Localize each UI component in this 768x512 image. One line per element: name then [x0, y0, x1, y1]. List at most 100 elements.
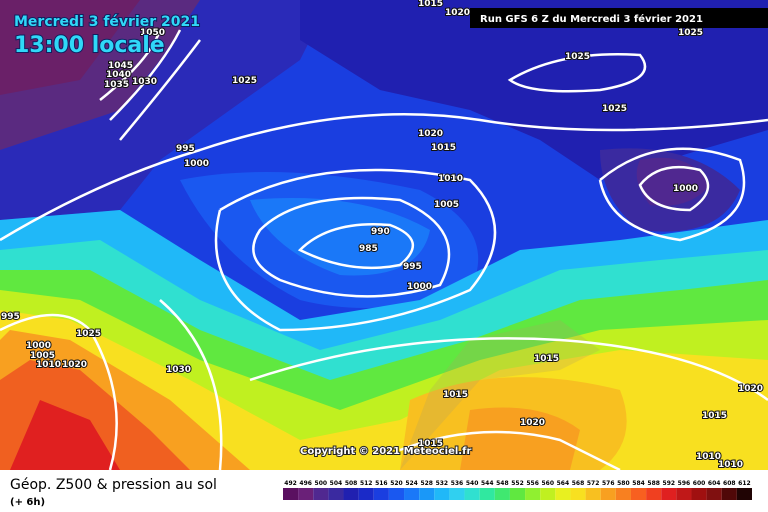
legend-title: Géop. Z500 & pression au sol: [10, 477, 217, 493]
isobar-label: 985: [359, 244, 378, 254]
scale-swatch: [358, 488, 374, 500]
scale-label: 520: [390, 480, 403, 487]
isobar-label: 1030: [132, 77, 157, 87]
scale-swatch: [570, 488, 586, 500]
scale-swatch: [615, 488, 631, 500]
scale-label: 572: [587, 480, 600, 487]
isobar-label: 1015: [702, 411, 727, 421]
scale-label: 576: [602, 480, 615, 487]
scale-label: 508: [345, 480, 358, 487]
scale-label: 500: [315, 480, 328, 487]
isobar-label: 1045: [108, 61, 133, 71]
isobar-label: 1015: [418, 439, 443, 449]
isobar-label: 1040: [106, 70, 131, 80]
isobar-label: 1015: [418, 0, 443, 9]
scale-label: 496: [299, 480, 312, 487]
isobar-label: 1000: [407, 282, 432, 292]
scale-swatch: [479, 488, 495, 500]
scale-swatch: [706, 488, 722, 500]
scale-label: 548: [496, 480, 509, 487]
scale-swatch: [661, 488, 677, 500]
scale-swatch: [525, 488, 541, 500]
isobar-label: 1005: [30, 351, 55, 361]
scale-swatch: [298, 488, 314, 500]
scale-label: 536: [451, 480, 464, 487]
isobar-label: 1005: [434, 200, 459, 210]
scale-label: 600: [693, 480, 706, 487]
isobar-label: 1010: [36, 360, 61, 370]
scale-swatch: [494, 488, 510, 500]
scale-swatch: [721, 488, 737, 500]
scale-swatch: [630, 488, 647, 500]
scale-swatch: [585, 488, 601, 500]
scale-label: 560: [541, 480, 554, 487]
scale-swatch: [555, 488, 571, 500]
isobar-label: 1000: [26, 341, 51, 351]
scale-label: 492: [284, 480, 297, 487]
isobar-label: 1015: [534, 354, 559, 364]
scale-swatch: [509, 488, 526, 500]
scale-swatch: [691, 488, 707, 500]
scale-swatch: [388, 488, 405, 500]
run-label: Run GFS 6 Z du Mercredi 3 février 2021: [480, 13, 703, 25]
scale-swatch: [373, 488, 389, 500]
isobar-label: 1025: [678, 28, 703, 38]
date-title: Mercredi 3 février 2021: [14, 14, 200, 30]
isobar-label: 1020: [738, 384, 763, 394]
scale-swatch: [676, 488, 692, 500]
isobar-label: 1015: [443, 390, 468, 400]
scale-label: 524: [405, 480, 418, 487]
scale-swatch: [313, 488, 329, 500]
scale-swatch: [404, 488, 420, 500]
isobar-lines: [0, 29, 768, 472]
isobar-label: 990: [371, 227, 390, 237]
isobar-label: 1025: [232, 76, 257, 86]
copyright: Copyright © 2021 Meteociel.fr: [300, 446, 471, 457]
scale-swatch: [736, 488, 752, 500]
legend-lead: (+ 6h): [10, 497, 45, 508]
scale-label: 588: [647, 480, 660, 487]
isobar-label: 1020: [445, 8, 470, 18]
isobar-label: 1020: [62, 360, 87, 370]
isobar-label: 1030: [166, 365, 191, 375]
isobar-label: 1020: [520, 418, 545, 428]
scale-label: 592: [663, 480, 676, 487]
scale-label: 532: [436, 480, 449, 487]
scale-swatch: [283, 488, 299, 500]
isobar-label: 1025: [565, 52, 590, 62]
scale-label: 608: [723, 480, 736, 487]
isobar-label: 1020: [418, 129, 443, 139]
color-scale: 492 496 500 504 508 512 516 520 524 528 532 536 540 5…: [283, 480, 752, 500]
isobar-label: 1000: [184, 159, 209, 169]
scale-swatch: [434, 488, 450, 500]
isobar-label: 1010: [696, 452, 721, 462]
isobar-labels: 1015 1020 1025 1025 1025 1025 1050 1045 …: [0, 0, 764, 471]
isobar-label: 995: [403, 262, 422, 272]
scale-swatch: [343, 488, 359, 500]
scale-swatch: [646, 488, 662, 500]
scale-swatch: [464, 488, 480, 500]
isobar-label: 1000: [673, 184, 698, 194]
map-background: [0, 0, 768, 470]
scale-label: 596: [678, 480, 691, 487]
isobar-label: 1050: [140, 28, 165, 38]
isobar-label: 1010: [438, 174, 463, 184]
scale-label: 504: [330, 480, 343, 487]
isobar-label: 1025: [602, 104, 627, 114]
isobar-label: 995: [1, 312, 20, 322]
isobar-label: 1010: [718, 460, 743, 470]
scale-label: 604: [708, 480, 721, 487]
isobar-label: 995: [176, 144, 195, 154]
isobar-label: 1015: [431, 143, 456, 153]
scale-label: 564: [557, 480, 570, 487]
scale-label: 540: [466, 480, 479, 487]
scale-swatch: [449, 488, 465, 500]
scale-swatch: [540, 488, 556, 500]
isobar-label: 1025: [76, 329, 101, 339]
scale-label: 516: [375, 480, 388, 487]
time-title: 13:00 locale: [14, 33, 165, 58]
scale-label: 584: [632, 480, 645, 487]
scale-label: 568: [572, 480, 585, 487]
scale-swatch: [419, 488, 435, 500]
